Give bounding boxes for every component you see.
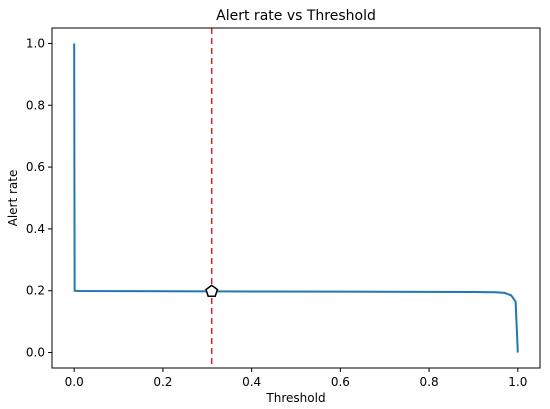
y-tick-label: 0.0 bbox=[26, 346, 45, 360]
y-axis-label: Alert rate bbox=[6, 170, 20, 227]
y-tick-label: 0.4 bbox=[26, 222, 45, 236]
x-axis-label: Threshold bbox=[265, 391, 325, 405]
y-tick-label: 0.2 bbox=[26, 284, 45, 298]
y-tick-label: 0.8 bbox=[26, 98, 45, 112]
threshold-marker bbox=[205, 284, 219, 297]
x-tick-label: 0.8 bbox=[420, 375, 439, 389]
x-tick-label: 0.0 bbox=[65, 375, 84, 389]
chart-title: Alert rate vs Threshold bbox=[216, 8, 376, 24]
x-tick-label: 0.6 bbox=[331, 375, 350, 389]
x-tick-label: 0.2 bbox=[153, 375, 172, 389]
series-line bbox=[73, 43, 519, 353]
y-tick-label: 0.6 bbox=[26, 160, 45, 174]
x-tick-label: 1.0 bbox=[508, 375, 527, 389]
y-tick-label: 1.0 bbox=[26, 36, 45, 50]
plot-frame bbox=[51, 27, 541, 369]
x-tick-label: 0.4 bbox=[242, 375, 261, 389]
